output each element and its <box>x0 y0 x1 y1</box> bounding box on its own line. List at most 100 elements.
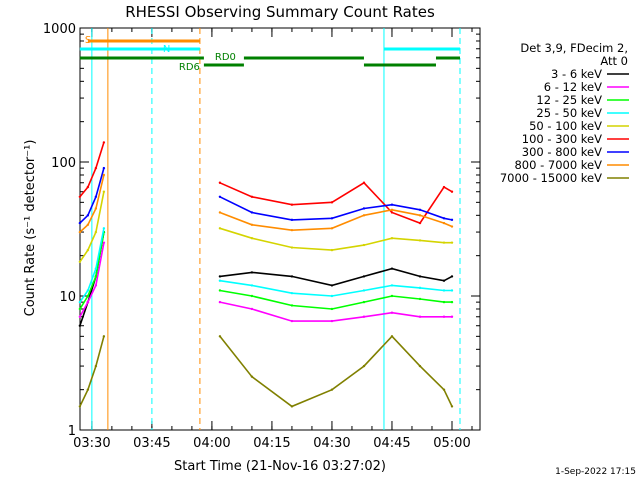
series-point <box>330 319 334 323</box>
series-point <box>330 201 334 204</box>
series-point <box>86 388 90 391</box>
series-1 <box>78 241 454 323</box>
legend-header: Att 0 <box>600 54 628 68</box>
series-point <box>290 246 294 249</box>
series-point <box>250 211 254 214</box>
series-point <box>330 307 334 311</box>
series-point <box>102 141 106 144</box>
series-point <box>450 405 454 408</box>
series-point <box>362 181 366 184</box>
plot-frame <box>79 27 481 431</box>
series-point <box>442 289 446 292</box>
series-point <box>450 300 454 304</box>
series-point <box>102 241 106 244</box>
series-point <box>78 324 82 327</box>
flag-label-n: N <box>163 44 170 55</box>
series-point <box>102 173 106 177</box>
series-point <box>78 405 82 408</box>
series-point <box>250 307 254 311</box>
series-point <box>450 315 454 318</box>
series-point <box>86 185 90 189</box>
series-4 <box>78 190 454 263</box>
series-point <box>450 218 454 222</box>
y-tick-label: 1 <box>68 424 76 439</box>
series-point <box>390 311 394 314</box>
series-point <box>102 335 106 338</box>
series-point <box>218 335 222 338</box>
series-point <box>86 223 90 226</box>
x-tick-label: 03:30 <box>73 436 110 451</box>
series-point <box>330 294 334 298</box>
series-point <box>290 228 294 232</box>
series-point <box>290 275 294 278</box>
legend-label: 12 - 25 keV <box>536 93 602 107</box>
series-line-3-0 <box>79 228 105 303</box>
series-5 <box>78 141 454 225</box>
series-point <box>390 203 394 206</box>
legend-label: 800 - 7000 keV <box>514 158 602 172</box>
series-point <box>442 221 446 225</box>
series-point <box>450 289 454 292</box>
series-point <box>362 300 366 304</box>
series-line-6-0 <box>79 167 105 224</box>
series-point <box>330 248 334 252</box>
series-point <box>78 260 82 263</box>
series-point <box>250 195 254 198</box>
series-point <box>78 307 82 311</box>
series-point <box>94 275 98 278</box>
series-point <box>450 275 454 278</box>
series-point <box>250 271 254 274</box>
series-point <box>78 300 82 304</box>
series-point <box>362 275 366 278</box>
series-point <box>102 227 106 230</box>
x-axis-label: Start Time (21-Nov-16 03:27:02) <box>174 459 386 474</box>
series-point <box>218 275 222 278</box>
x-tick-label: 04:30 <box>313 436 350 451</box>
legend-label: 300 - 800 keV <box>522 145 602 159</box>
series-point <box>86 300 90 304</box>
series-point <box>418 286 422 290</box>
legend-label: 50 - 100 keV <box>529 119 602 133</box>
series-line-4-0 <box>79 191 105 263</box>
series-point <box>418 364 422 368</box>
series-point <box>442 388 446 391</box>
series-point <box>86 289 90 292</box>
y-tick-label: 100 <box>51 156 76 171</box>
legend-label: 7000 - 15000 keV <box>500 171 602 185</box>
series-point <box>94 230 98 234</box>
series-line-5-0 <box>79 142 105 198</box>
legend-header: Det 3,9, FDecim 2, <box>520 41 628 55</box>
series-point <box>250 284 254 287</box>
series-point <box>442 217 446 220</box>
series-point <box>362 289 366 292</box>
series-point <box>442 315 446 318</box>
series-point <box>290 405 294 408</box>
series-point <box>362 243 366 247</box>
x-tick-label: 05:00 <box>433 436 470 451</box>
series-7 <box>78 173 454 234</box>
legend-label: 100 - 300 keV <box>522 132 602 146</box>
series-point <box>290 203 294 206</box>
series-point <box>94 267 98 270</box>
legend-label: 3 - 6 keV <box>551 67 602 81</box>
series-point <box>390 267 394 270</box>
series-point <box>362 315 366 318</box>
series-point <box>390 236 394 240</box>
series-point <box>418 221 422 225</box>
series-point <box>218 195 222 198</box>
series-8 <box>78 335 454 408</box>
series-point <box>250 294 254 298</box>
series-point <box>362 207 366 210</box>
series-point <box>102 190 106 193</box>
series-point <box>290 319 294 323</box>
timestamp: 1-Sep-2022 17:15 <box>555 467 636 477</box>
flag-label-rd0: RD0 <box>215 52 236 63</box>
series-point <box>250 223 254 226</box>
series-line-1-0 <box>79 242 105 318</box>
series-point <box>86 214 90 217</box>
series-point <box>218 289 222 292</box>
series-point <box>442 185 446 189</box>
series-point <box>362 214 366 217</box>
